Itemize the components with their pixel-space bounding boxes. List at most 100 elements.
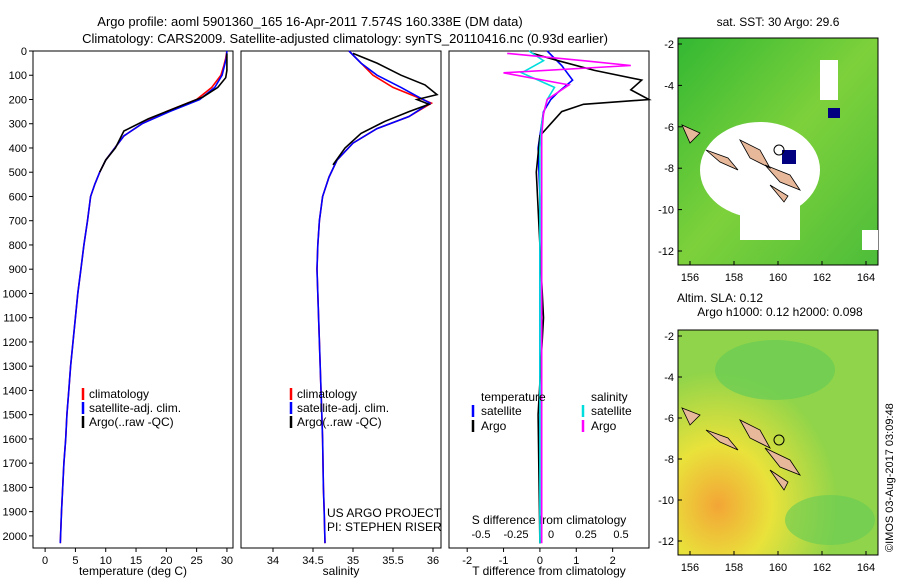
sla-map [677, 329, 879, 556]
x-tick-label: 34.5 [302, 555, 323, 567]
y-tick-label: 1800 [3, 482, 27, 494]
x-tick-label: 36 [427, 555, 439, 567]
x-tick-label: 0 [42, 555, 48, 567]
map-x-tick-label: 160 [769, 272, 787, 284]
x-tick-label: -1 [499, 555, 509, 567]
map-y-tick-label: -12 [658, 246, 674, 258]
y-tick-label: 1600 [3, 434, 27, 446]
sla-green-patch [785, 495, 875, 545]
sla-island-land [681, 407, 802, 491]
panel-frame [32, 50, 234, 549]
legend-group-title: temperature [481, 390, 546, 404]
y-tick-label: 900 [9, 264, 27, 276]
legend-label: satellite-adj. clim. [297, 401, 389, 415]
y-tick-label: 1200 [3, 337, 27, 349]
map-y-tick-label: -8 [664, 454, 674, 466]
y-tick-label: 500 [9, 167, 27, 179]
legend-label: satellite [481, 404, 522, 418]
x-tick-label: 35.5 [382, 555, 403, 567]
project-label: US ARGO PROJECT [327, 506, 442, 520]
profile-panels: 0 5 10 15 20 25 300100200300400500600700800900… [3, 46, 652, 578]
map-y-tick-label: -2 [664, 331, 674, 343]
sla-map-title-line2: Argo h1000: 0.12 h2000: 0.098 [697, 305, 863, 319]
x-tick-label: 20 [160, 555, 172, 567]
x-tick-label: 34 [267, 555, 279, 567]
top-axis-label: S difference from climatology [472, 513, 627, 527]
panel-frame [240, 50, 442, 549]
sst-map-axes: 156 158 160 162 164 -2 -4 -6 -8 -10 -12 [658, 39, 875, 284]
x-axis-label: temperature (deg C) [79, 564, 187, 578]
map-y-tick-label: -6 [664, 413, 674, 425]
map-x-tick-label: 160 [769, 562, 787, 574]
sla-map-axes: 156 158 160 162 164 -2 -4 -6 -8 -10 -12 [658, 331, 875, 574]
y-tick-label: 1900 [3, 507, 27, 519]
legend-label: Argo(..raw -QC) [297, 415, 382, 429]
x-tick-label: 30 [221, 555, 233, 567]
y-tick-label: 1300 [3, 361, 27, 373]
y-tick-label: 0 [21, 46, 27, 58]
sst-island-land [681, 124, 802, 203]
pi-label: PI: STEPHEN RISER [327, 520, 442, 534]
series-line [316, 50, 432, 544]
figure-title-line1: Argo profile: aoml 5901360_165 16-Apr-20… [97, 14, 523, 29]
x-tick-label: -2 [462, 555, 472, 567]
y-tick-label: 300 [9, 119, 27, 131]
map-y-tick-label: -10 [658, 495, 674, 507]
series-line [503, 52, 631, 544]
y-tick-label: 2000 [3, 531, 27, 543]
argo-position-marker [773, 144, 785, 156]
sst-cloud-mask [862, 230, 878, 250]
map-x-tick-label: 158 [725, 272, 743, 284]
legend-label: Argo [591, 419, 617, 433]
legend-label: Argo [481, 419, 507, 433]
legend-label: satellite-adj. clim. [89, 401, 181, 415]
argo-position-marker [773, 434, 785, 446]
x-axis-label: salinity [323, 564, 360, 578]
x-tick-label: 0 [537, 555, 543, 567]
y-tick-label: 600 [9, 191, 27, 203]
sst-cold-patch [828, 108, 840, 118]
x-tick-label: 35 [347, 555, 359, 567]
map-x-tick-label: 162 [813, 562, 831, 574]
x-tick-label: 25 [191, 555, 203, 567]
x-tick-label: 2 [610, 555, 616, 567]
imos-watermark: ©IMOS 03-Aug-2017 03:09:48 [884, 403, 896, 552]
y-tick-label: 800 [9, 240, 27, 252]
top-tick-label: 0.25 [575, 529, 596, 541]
y-tick-label: 700 [9, 216, 27, 228]
map-x-tick-label: 162 [813, 272, 831, 284]
y-tick-label: 1500 [3, 410, 27, 422]
sst-cloud-mask [700, 122, 820, 218]
map-y-tick-label: -12 [658, 536, 674, 548]
profile-panel-2: 34 34.5 35 35.5 36 salinity climatologysatelli… [240, 50, 442, 578]
y-tick-label: 1000 [3, 288, 27, 300]
y-tick-label: 1400 [3, 385, 27, 397]
y-tick-label: 400 [9, 143, 27, 155]
profile-panel-3: -2 -1 0 1 2T difference from climatology S di… [448, 50, 652, 578]
top-tick-label: -0.25 [503, 529, 528, 541]
sst-map-title: sat. SST: 30 Argo: 29.6 [716, 15, 840, 29]
series-line [98, 53, 228, 173]
legend-label: Argo(..raw -QC) [89, 415, 174, 429]
panel-frame [448, 50, 650, 549]
series-line [332, 52, 439, 166]
sst-cloud-mask [740, 200, 800, 240]
legend-group-title: salinity [591, 390, 628, 404]
x-tick-label: 5 [72, 555, 78, 567]
x-axis-label: T difference from climatology [472, 564, 626, 578]
map-y-tick-label: -4 [664, 80, 674, 92]
sst-cloud-mask [820, 60, 838, 100]
y-tick-label: 1100 [3, 313, 27, 325]
legend-label: climatology [297, 387, 357, 401]
y-tick-label: 1700 [3, 458, 27, 470]
map-y-tick-label: -4 [664, 372, 674, 384]
map-y-tick-label: -10 [658, 205, 674, 217]
map-x-tick-label: 156 [681, 272, 699, 284]
x-tick-label: 1 [573, 555, 579, 567]
top-tick-label: -0.5 [472, 529, 491, 541]
map-x-tick-label: 164 [857, 272, 875, 284]
legend-label: satellite [591, 404, 632, 418]
sst-map [677, 37, 879, 266]
map-y-tick-label: -6 [664, 122, 674, 134]
